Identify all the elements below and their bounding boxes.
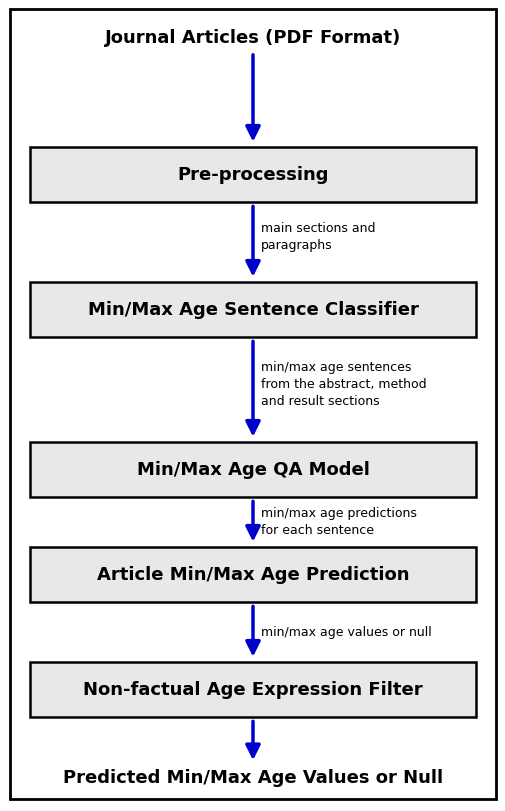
Text: Article Min/Max Age Prediction: Article Min/Max Age Prediction [96,565,409,583]
Text: Predicted Min/Max Age Values or Null: Predicted Min/Max Age Values or Null [63,768,442,786]
Text: Journal Articles (PDF Format): Journal Articles (PDF Format) [105,29,400,47]
Text: min/max age values or null: min/max age values or null [261,625,431,638]
Bar [30,148,475,202]
Bar [30,662,475,717]
Bar [30,547,475,602]
Text: min/max age predictions
for each sentence: min/max age predictions for each sentenc… [261,507,416,537]
Text: Min/Max Age QA Model: Min/Max Age QA Model [136,461,369,478]
Bar [30,442,475,497]
Text: Pre-processing: Pre-processing [177,165,328,184]
Text: Non-factual Age Expression Filter: Non-factual Age Expression Filter [83,680,422,698]
Text: Min/Max Age Sentence Classifier: Min/Max Age Sentence Classifier [87,301,418,319]
Text: min/max age sentences
from the abstract, method
and result sections: min/max age sentences from the abstract,… [261,361,426,408]
Text: main sections and
paragraphs: main sections and paragraphs [261,222,375,252]
Bar [30,282,475,337]
